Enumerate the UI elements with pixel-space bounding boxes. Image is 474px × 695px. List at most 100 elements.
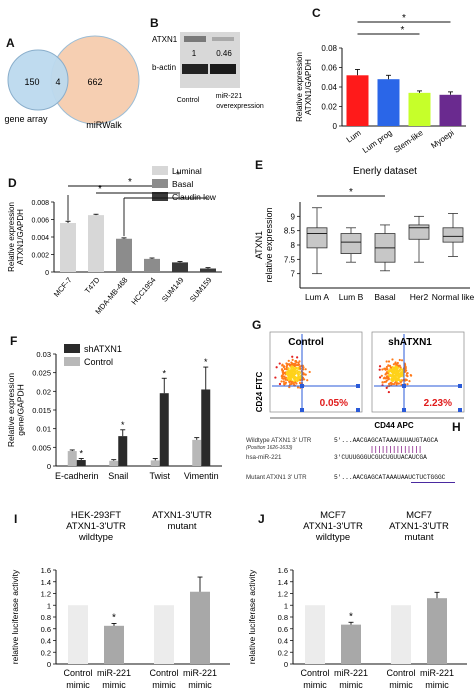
flow-dot-shatxn1 bbox=[406, 383, 409, 386]
f-sig-star-1: * bbox=[121, 420, 125, 430]
d-bar-0 bbox=[60, 223, 76, 272]
j-ytick-label-5: 1 bbox=[284, 601, 288, 610]
flow-dot-shatxn1 bbox=[384, 380, 388, 383]
e-ytick-label-0: 7 bbox=[291, 270, 296, 279]
c-ylabel: Relative expressionATXN1/GAPDH bbox=[295, 52, 313, 122]
i-xtick-label-3: miR-221 mimic bbox=[183, 668, 217, 690]
f-ylabel: Relative expressiongene/GAPDH bbox=[6, 373, 26, 447]
i-ytick-label-7: 1.4 bbox=[41, 578, 51, 587]
blot-lane-2: miR-221 bbox=[216, 93, 243, 100]
j-xtick-label-1: miR-221 mimic bbox=[334, 668, 368, 690]
e-xtick-label-3: Her2 bbox=[410, 292, 429, 302]
seq-row2: 3'CUUUGGGUCGUCUGUUACAUCGA bbox=[334, 454, 427, 461]
flow-dot-shatxn1 bbox=[396, 361, 399, 365]
flow-dot-shatxn1 bbox=[385, 360, 388, 363]
f-bar-control-2 bbox=[150, 460, 160, 466]
c-bar-1 bbox=[377, 79, 400, 126]
flow-dot-control bbox=[278, 362, 281, 365]
j-ylabel: relative luciferase activity bbox=[247, 569, 257, 664]
f-xtick-label-2: Twist bbox=[149, 471, 170, 481]
c-ytick-label-1: 0.02 bbox=[321, 103, 337, 112]
j-xtick-label-2: Control mimic bbox=[386, 668, 415, 690]
f-bar-shatxn1-3 bbox=[201, 389, 211, 466]
flow-gate-handle-shatxn1-3 bbox=[458, 408, 462, 412]
e-ytick-label-4: 9 bbox=[291, 212, 296, 221]
flow-dot-control bbox=[297, 367, 300, 370]
flow-dot-control bbox=[298, 381, 302, 385]
flow-dot-control bbox=[281, 374, 284, 377]
flow-dot-control bbox=[287, 367, 290, 370]
i-bar-0 bbox=[68, 605, 88, 664]
flow-dot-control bbox=[280, 380, 283, 383]
flow-title-control: Control bbox=[288, 337, 324, 348]
flow-dot-shatxn1 bbox=[404, 366, 407, 369]
flow-dot-shatxn1 bbox=[398, 379, 401, 382]
f-ytick-label-5: 0.025 bbox=[32, 369, 51, 378]
seq-row1: 5'...AACGAGCATAAAUUUAUGTAGCA bbox=[334, 437, 438, 444]
flow-gate-handle-control-1 bbox=[300, 408, 304, 412]
d-ytick-label-0: 0 bbox=[45, 270, 49, 277]
flow-dot-control bbox=[283, 367, 286, 371]
blot-band-4 bbox=[210, 64, 236, 74]
flow-gate-handle-shatxn1-0 bbox=[402, 384, 406, 388]
flow-dot-control bbox=[308, 370, 311, 374]
c-xtick-label-0: Lum bbox=[345, 128, 363, 144]
i-bar-3 bbox=[190, 591, 210, 664]
f-bar-shatxn1-0 bbox=[76, 460, 86, 466]
d-xtick-label-0: MCF-7 bbox=[52, 276, 74, 299]
f-bar-control-1 bbox=[109, 460, 119, 466]
flow-dot-control bbox=[282, 380, 285, 383]
c-ytick-label-4: 0.08 bbox=[321, 44, 337, 53]
c-ylabel-group: Relative expressionATXN1/GAPDH bbox=[295, 52, 313, 122]
flow-dot-control bbox=[286, 377, 289, 380]
j-xtick-label-0: Control mimic bbox=[300, 668, 329, 690]
seq-mutation-underline bbox=[411, 482, 455, 483]
flow-dot-control bbox=[299, 367, 302, 370]
e-sig-star: * bbox=[349, 187, 353, 198]
c-bar-0 bbox=[346, 75, 369, 126]
flow-dot-shatxn1 bbox=[391, 382, 394, 385]
e-xtick-label-2: Basal bbox=[374, 292, 395, 302]
flow-dot-shatxn1 bbox=[394, 381, 397, 384]
blot-val-2: 0.46 bbox=[216, 49, 232, 58]
c-ytick-label-0: 0 bbox=[333, 122, 338, 131]
flow-dot-control bbox=[296, 386, 300, 389]
panel-label-e: E bbox=[255, 158, 264, 172]
flow-dot-control bbox=[298, 375, 301, 378]
flow-dot-shatxn1 bbox=[403, 363, 407, 366]
f-ytick-label-4: 0.02 bbox=[36, 387, 51, 396]
flow-dot-shatxn1 bbox=[387, 360, 391, 363]
e-xtick-label-4: Normal like bbox=[432, 292, 474, 302]
seq-row1-pos: (Position 1626-1633) bbox=[246, 445, 293, 451]
flow-dot-control bbox=[290, 376, 294, 379]
j-bar-0 bbox=[305, 605, 325, 664]
f-bar-control-0 bbox=[67, 451, 77, 466]
western-blot: ATXN1 b-actin 1 0.46 Control miR-221 ove… bbox=[152, 32, 264, 110]
d-bar-3 bbox=[144, 258, 160, 272]
flow-dot-shatxn1 bbox=[395, 383, 398, 386]
j-ytick-label-2: 0.4 bbox=[278, 637, 288, 646]
d-ylabel: Relative expressionATXN1/GAPDH bbox=[7, 202, 25, 272]
panel-label-f: F bbox=[10, 334, 18, 348]
flow-dot-shatxn1 bbox=[378, 368, 381, 371]
flow-xlabel: CD44 APC bbox=[374, 421, 413, 430]
f-legend-label-0: shATXN1 bbox=[84, 344, 122, 354]
flow-dot-shatxn1 bbox=[386, 368, 389, 371]
flow-dot-control bbox=[286, 370, 289, 374]
flow-dot-shatxn1 bbox=[387, 370, 391, 373]
flow-dot-control bbox=[288, 371, 291, 374]
d-sig-star-3: * bbox=[176, 170, 180, 181]
flow-dot-control bbox=[304, 368, 307, 371]
blot-lane-1: Control bbox=[177, 97, 200, 104]
flow-dot-control bbox=[306, 379, 309, 382]
blot-band-1 bbox=[184, 36, 206, 42]
panel-label-i: I bbox=[14, 512, 18, 526]
flow-dot-control bbox=[290, 371, 294, 374]
flow-dot-control bbox=[290, 361, 293, 364]
d-bar-4 bbox=[172, 262, 188, 272]
flow-dot-shatxn1 bbox=[408, 380, 411, 383]
f-sig-star-3: * bbox=[204, 357, 208, 367]
flow-gate-handle-control-2 bbox=[356, 384, 360, 388]
flow-dot-shatxn1 bbox=[382, 377, 385, 380]
flow-dot-control bbox=[293, 376, 297, 380]
